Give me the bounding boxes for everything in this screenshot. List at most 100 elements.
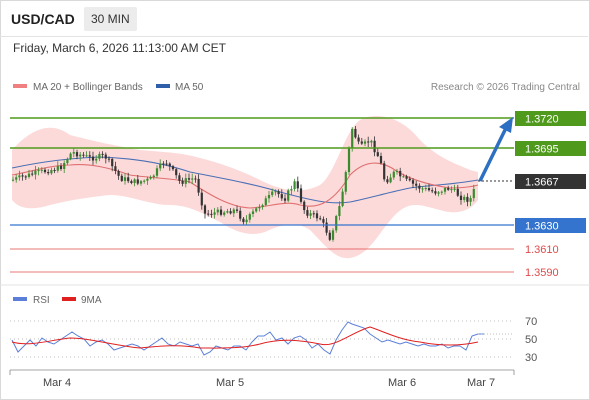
candle-body	[242, 218, 245, 223]
candle-body	[223, 212, 226, 215]
candle-body	[424, 188, 427, 190]
candle-body	[408, 178, 411, 181]
x-axis-label-mar7: Mar 7	[467, 377, 495, 389]
candle-body	[245, 219, 248, 223]
rsi-ma-legend-swatch	[62, 297, 76, 301]
candle-body	[226, 211, 229, 213]
candle-body	[159, 163, 162, 169]
candle-body	[43, 169, 47, 173]
x-axis-label-mar6: Mar 6	[388, 377, 416, 389]
ma20-legend-label: MA 20 + Bollinger Bands	[33, 82, 143, 93]
interval-badge[interactable]: 30 MIN	[84, 7, 137, 31]
candle-body	[155, 168, 159, 176]
candle-body	[405, 176, 408, 179]
candle-body	[130, 181, 133, 183]
resistance-1-label: 1.3695	[525, 144, 559, 156]
rsi-axis-30: 30	[525, 352, 537, 364]
candle-body	[66, 159, 69, 164]
candle-body	[133, 179, 136, 183]
candle-body	[171, 166, 175, 170]
candle-body	[456, 188, 459, 196]
candle-body	[287, 190, 290, 201]
candle-body	[341, 191, 344, 206]
candle-body	[258, 207, 261, 209]
x-axis-label-mar4: Mar 4	[43, 377, 71, 389]
candle-body	[181, 180, 184, 184]
candle-body	[440, 191, 443, 193]
candle-body	[399, 170, 402, 177]
candle-body	[63, 163, 66, 169]
candle-body	[146, 178, 149, 181]
candle-body	[24, 176, 27, 178]
candle-body	[207, 213, 210, 215]
candle-body	[299, 188, 303, 202]
candle-body	[463, 196, 466, 200]
candle-body	[367, 141, 370, 143]
rsi-legend-swatch	[13, 297, 27, 301]
candle-body	[213, 212, 216, 215]
candle-body	[101, 153, 104, 155]
candle-body	[104, 154, 107, 159]
candle-body	[184, 178, 187, 184]
chart-datetime: Friday, March 6, 2026 11:13:00 AM CET	[13, 41, 226, 55]
candle-body	[296, 181, 299, 189]
candle-body	[69, 153, 72, 160]
candle-body	[344, 172, 347, 192]
ma50-legend-label: MA 50	[175, 82, 204, 93]
price-pane: 1.3720 1.3695 1.3667 1.3630 1.3610 1.359…	[10, 111, 586, 279]
candle-body	[306, 210, 309, 216]
candle-body	[360, 141, 363, 144]
candle-body	[411, 180, 415, 184]
price-candles	[11, 126, 475, 242]
candle-body	[111, 158, 114, 167]
candle-body	[123, 177, 127, 181]
candle-body	[178, 175, 181, 181]
candle-body	[216, 209, 219, 213]
candle-body	[168, 163, 171, 167]
candle-body	[274, 191, 277, 193]
candle-body	[319, 218, 322, 220]
candle-body	[37, 170, 40, 172]
candle-body	[418, 185, 421, 189]
candle-body	[354, 128, 357, 138]
candle-body	[363, 141, 367, 144]
candle-body	[152, 175, 155, 177]
current-price-tag	[515, 174, 586, 189]
candle-body	[312, 213, 315, 215]
chart-header: USD/CAD 30 MIN	[0, 0, 588, 37]
candle-body	[280, 194, 283, 199]
candle-body	[347, 148, 351, 173]
ma20-line	[11, 162, 479, 209]
candle-body	[15, 177, 18, 180]
candle-body	[379, 156, 383, 164]
candle-body	[11, 179, 15, 181]
candle-body	[149, 177, 152, 179]
candle-body	[331, 230, 335, 240]
candle-body	[255, 208, 258, 212]
candle-body	[328, 232, 331, 240]
candle-body	[127, 177, 130, 182]
candle-body	[194, 178, 197, 180]
candle-body	[277, 191, 280, 195]
rsi-ma-line	[11, 326, 479, 349]
candle-body	[200, 192, 203, 206]
candle-body	[251, 211, 255, 214]
candle-body	[248, 214, 251, 220]
candle-body	[107, 158, 111, 160]
support-1-label: 1.3610	[525, 244, 559, 256]
forecast-arrow-head	[499, 117, 513, 133]
candle-body	[386, 179, 389, 183]
candle-body	[315, 213, 319, 219]
candle-body	[75, 152, 79, 157]
rsi-pane: RSI 9MA 70 50 30	[10, 295, 537, 364]
candle-body	[376, 152, 379, 157]
candle-body	[239, 210, 242, 219]
candle-body	[383, 163, 386, 180]
candle-body	[431, 190, 434, 192]
candle-body	[98, 153, 101, 159]
candle-body	[232, 209, 235, 214]
candle-body	[373, 140, 376, 153]
bollinger-band	[12, 116, 478, 259]
x-axis-label-mar5: Mar 5	[216, 377, 244, 389]
